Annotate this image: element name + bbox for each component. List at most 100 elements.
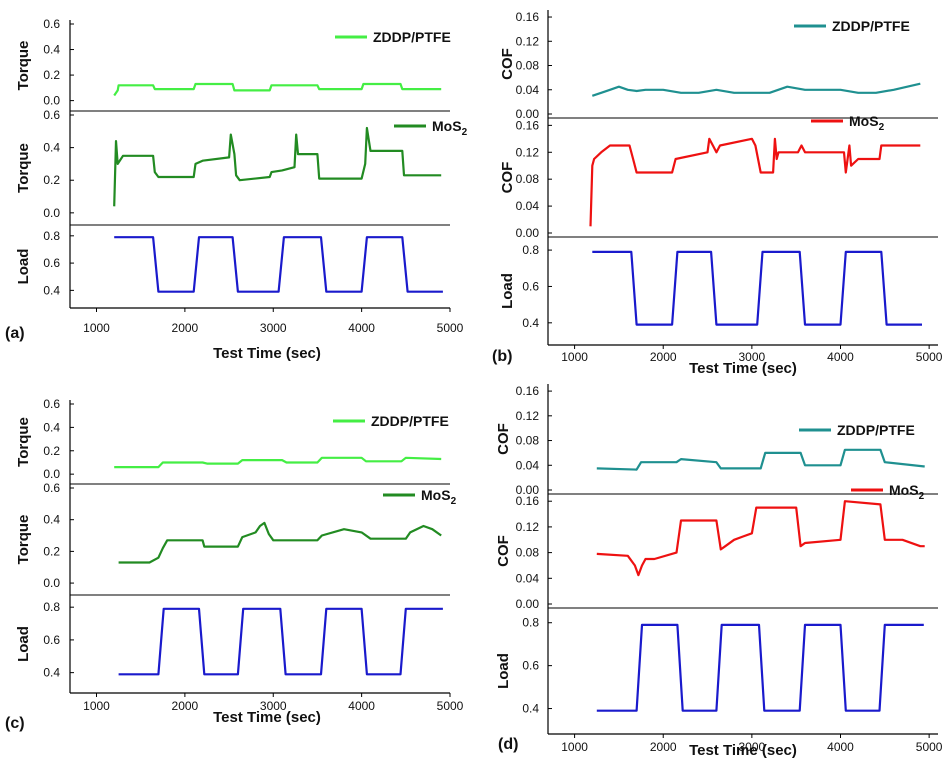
y-tick-label: 0.2 bbox=[43, 173, 60, 187]
y-tick-label: 0.0 bbox=[43, 206, 60, 220]
x-tick-label: 4000 bbox=[348, 321, 375, 335]
y-tick-label: 0.6 bbox=[43, 108, 60, 122]
y-tick-label: 0.0 bbox=[43, 576, 60, 590]
series-line-mos bbox=[113, 126, 442, 207]
panel-label: (b) bbox=[492, 348, 512, 365]
x-axis-title: Test Time (sec) bbox=[213, 709, 321, 726]
panel-b: 1000 2000 3000 4000 5000 Test Time (sec) (b) 0.… bbox=[492, 10, 943, 377]
y-tick-label: 0.16 bbox=[516, 118, 540, 132]
series-line-load bbox=[114, 236, 443, 293]
y-tick-label: 0.8 bbox=[522, 243, 539, 257]
series-line-load bbox=[592, 250, 922, 326]
y-tick-label: 0.12 bbox=[516, 520, 540, 534]
legend-label-subscript: 2 bbox=[451, 496, 457, 507]
y-axis-title: Torque bbox=[15, 515, 32, 565]
y-tick-label: 0.00 bbox=[516, 483, 540, 497]
y-tick-label: 0.4 bbox=[522, 702, 539, 716]
subplot-top: 0.00 0.04 0.08 0.12 0.16 COF ZDDP/PTFE bbox=[495, 384, 938, 497]
y-tick-label: 0.16 bbox=[516, 384, 540, 398]
y-tick-label: 0.08 bbox=[516, 546, 540, 560]
y-tick-label: 0.08 bbox=[516, 59, 540, 73]
y-axis-title: Load bbox=[15, 626, 32, 662]
legend-label-subscript: 2 bbox=[462, 127, 468, 138]
legend-label: MoS2 bbox=[849, 113, 885, 133]
y-tick-label: 0.4 bbox=[43, 43, 60, 57]
y-tick-label: 0.0 bbox=[43, 94, 60, 108]
legend-label: ZDDP/PTFE bbox=[373, 29, 451, 45]
y-tick-label: 0.6 bbox=[43, 17, 60, 31]
y-tick-label: 0.04 bbox=[516, 571, 540, 585]
y-tick-label: 0.4 bbox=[522, 316, 539, 330]
series-line-load bbox=[118, 607, 443, 676]
legend-label: ZDDP/PTFE bbox=[837, 422, 915, 438]
x-tick-label: 3000 bbox=[739, 740, 766, 754]
y-tick-label: 0.8 bbox=[522, 616, 539, 630]
x-tick-label: 3000 bbox=[739, 350, 766, 364]
x-axis-title: Test Time (sec) bbox=[689, 360, 797, 377]
panel-a: 1000 2000 3000 4000 5000 Test Time (sec) (a) 0.… bbox=[5, 17, 468, 362]
y-tick-label: 0.12 bbox=[516, 409, 540, 423]
x-tick-label: 5000 bbox=[916, 350, 943, 364]
x-axis-title: Test Time (sec) bbox=[689, 742, 797, 759]
y-tick-label: 0.6 bbox=[522, 659, 539, 673]
x-tick-label: 2000 bbox=[650, 350, 677, 364]
panel-label: (d) bbox=[498, 736, 518, 753]
x-tick-label: 1000 bbox=[83, 699, 110, 713]
subplot-top: 0.0 0.2 0.4 0.6 Torque ZDDP/PTFE bbox=[15, 17, 451, 112]
subplot-bot: 0.4 0.6 0.8 Load bbox=[499, 243, 922, 330]
y-tick-label: 0.00 bbox=[516, 597, 540, 611]
legend-label: MoS2 bbox=[432, 118, 468, 138]
x-tick-label: 4000 bbox=[827, 740, 854, 754]
y-tick-label: 0.04 bbox=[516, 199, 540, 213]
y-axis-title: Load bbox=[499, 273, 516, 309]
series-line-zddp-ptfe bbox=[596, 448, 925, 471]
series-line-zddp-ptfe bbox=[114, 456, 442, 469]
series-line-mos bbox=[118, 521, 442, 564]
series-line-mos bbox=[589, 137, 921, 227]
y-tick-label: 0.00 bbox=[516, 107, 540, 121]
y-axis-title: COF bbox=[499, 48, 516, 80]
y-tick-label: 0.6 bbox=[43, 633, 60, 647]
x-tick-label: 4000 bbox=[348, 699, 375, 713]
x-tick-label: 2000 bbox=[172, 321, 199, 335]
x-tick-label: 2000 bbox=[172, 699, 199, 713]
y-tick-label: 0.8 bbox=[43, 229, 60, 243]
y-tick-label: 0.16 bbox=[516, 10, 540, 24]
subplot-bot: 0.4 0.6 0.8 Load bbox=[495, 616, 924, 716]
y-tick-label: 0.4 bbox=[43, 283, 60, 297]
series-line-mos bbox=[596, 500, 925, 577]
y-axis-title: COF bbox=[495, 535, 512, 567]
legend-label: ZDDP/PTFE bbox=[371, 413, 449, 429]
panel-label: (c) bbox=[5, 715, 25, 732]
x-tick-label: 3000 bbox=[260, 699, 287, 713]
y-tick-label: 0.00 bbox=[516, 226, 540, 240]
panel-label: (a) bbox=[5, 325, 25, 342]
y-tick-label: 0.6 bbox=[522, 279, 539, 293]
x-tick-label: 4000 bbox=[827, 350, 854, 364]
series-line-load bbox=[596, 623, 924, 712]
panel-d: 1000 2000 3000 4000 5000 Test Time (sec) (d) 0.… bbox=[495, 384, 943, 759]
y-axis-title: Torque bbox=[15, 143, 32, 193]
y-tick-label: 0.2 bbox=[43, 68, 60, 82]
x-tick-label: 1000 bbox=[83, 321, 110, 335]
subplot-top: 0.0 0.2 0.4 0.6 Torque ZDDP/PTFE bbox=[15, 397, 450, 485]
y-tick-label: 0.12 bbox=[516, 145, 540, 159]
y-tick-label: 0.4 bbox=[43, 513, 60, 527]
y-tick-label: 0.4 bbox=[43, 141, 60, 155]
legend-label: MoS2 bbox=[421, 487, 457, 507]
y-tick-label: 0.6 bbox=[43, 481, 60, 495]
y-tick-label: 0.8 bbox=[43, 600, 60, 614]
subplot-bot: 0.4 0.6 0.8 Load bbox=[15, 229, 443, 297]
y-tick-label: 0.04 bbox=[516, 83, 540, 97]
y-tick-label: 0.0 bbox=[43, 467, 60, 481]
subplot-mid: 0.00 0.04 0.08 0.12 0.16 COF MoS2 bbox=[499, 113, 938, 240]
y-tick-label: 0.2 bbox=[43, 544, 60, 558]
y-tick-label: 0.6 bbox=[43, 256, 60, 270]
x-tick-label: 1000 bbox=[561, 740, 588, 754]
x-tick-label: 2000 bbox=[650, 740, 677, 754]
y-tick-label: 0.08 bbox=[516, 172, 540, 186]
subplot-top: 0.00 0.04 0.08 0.12 0.16 COF ZDDP/PTFE bbox=[499, 10, 938, 121]
x-tick-label: 5000 bbox=[916, 740, 943, 754]
y-axis-title: COF bbox=[495, 423, 512, 455]
legend-label-subscript: 2 bbox=[879, 122, 885, 133]
